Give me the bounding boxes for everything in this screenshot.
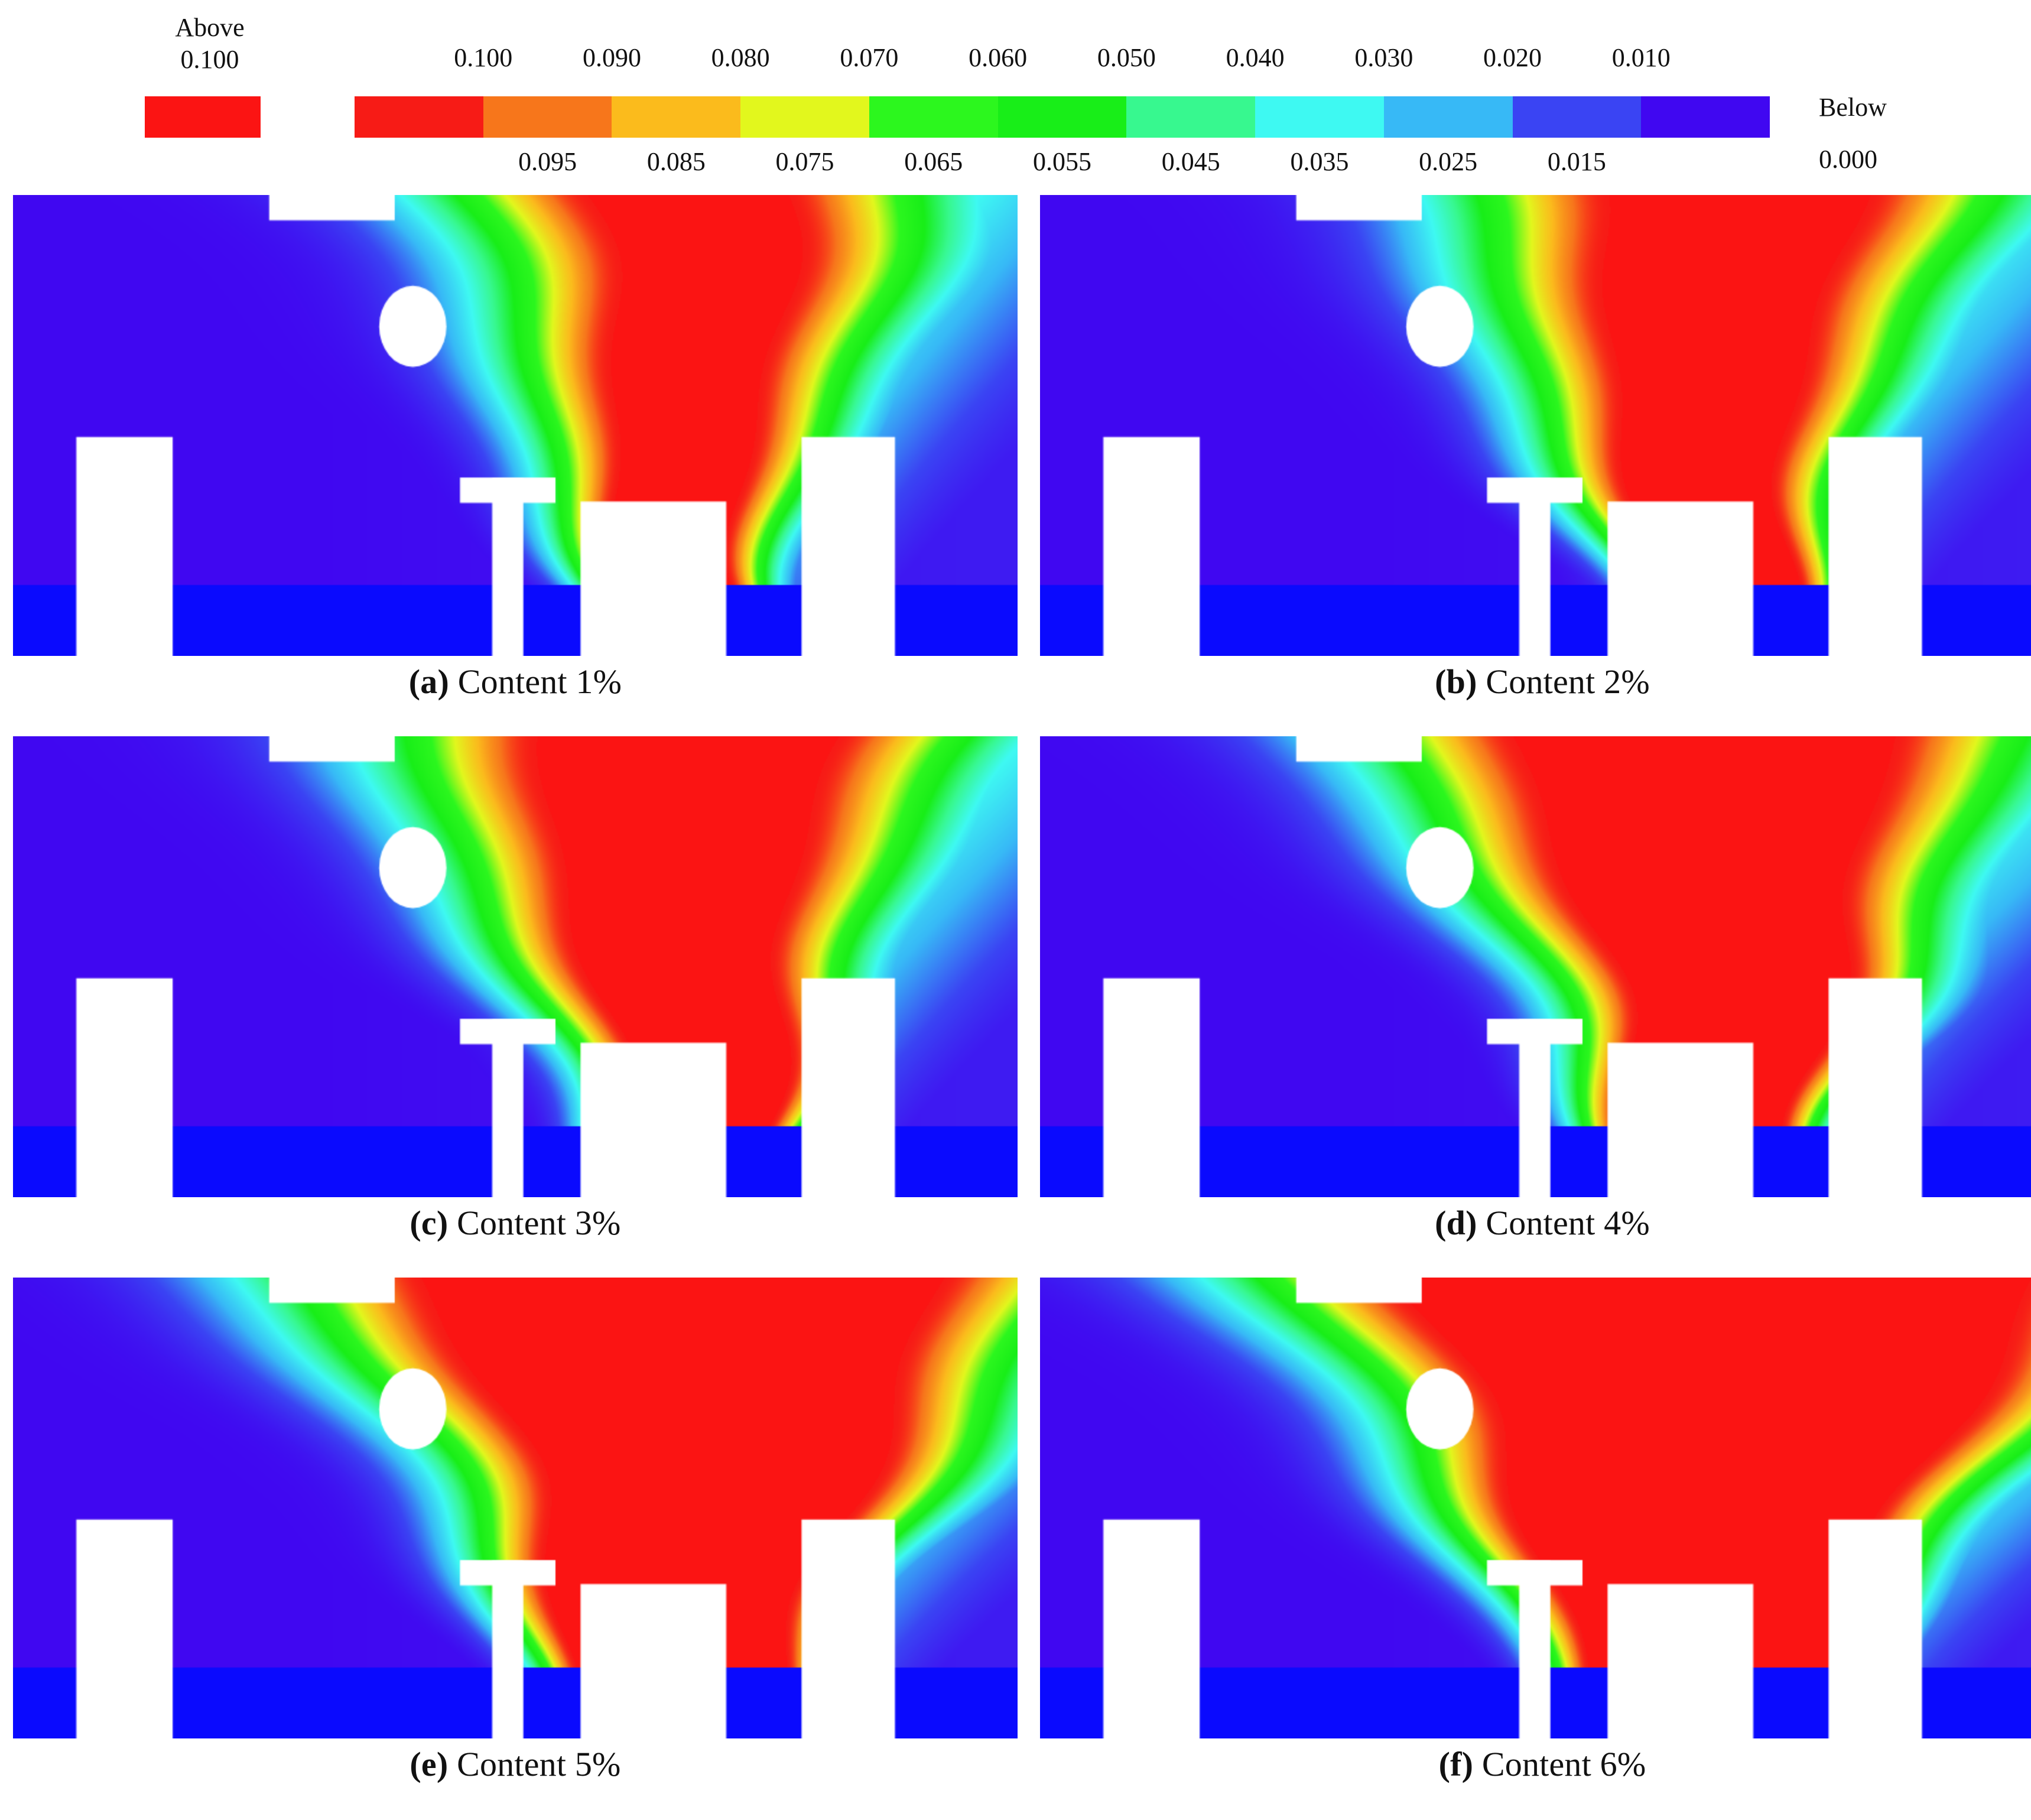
contour-canvas-f xyxy=(1040,1278,2031,1738)
panel-caption-d: (d) Content 4% xyxy=(1040,1203,2031,1243)
panel-row-1: (a) Content 1% (b) Content 2% xyxy=(0,195,2031,736)
panel-cell-a: (a) Content 1% xyxy=(13,195,1018,736)
colorbar-segment-6 xyxy=(1126,96,1256,138)
above-label: Above xyxy=(175,13,245,42)
colorbar-tick-top-5: 0.050 xyxy=(1097,43,1156,72)
contour-canvas-b xyxy=(1040,195,2031,656)
panel-tag-a: (a) xyxy=(408,662,450,701)
colorbar-tick-bottom-2: 0.075 xyxy=(775,147,834,176)
colorbar-segment-1 xyxy=(483,96,612,138)
colorbar-tick-top-2: 0.080 xyxy=(711,43,770,72)
contour-canvas-a xyxy=(13,195,1018,656)
above-color-swatch xyxy=(145,96,261,138)
colorbar-ticks-bottom: 0.095 0.085 0.075 0.065 0.055 0.045 0.035 0.025… xyxy=(355,147,1770,182)
colorbar-tick-top-1: 0.090 xyxy=(582,43,641,72)
colorbar-segment-10 xyxy=(1641,96,1770,138)
panel-caption-text-a: Content 1% xyxy=(457,662,622,701)
colorbar-segment-3 xyxy=(740,96,869,138)
contour-panel-d xyxy=(1040,736,2031,1197)
above-value: 0.100 xyxy=(180,44,239,74)
panel-caption-text-e: Content 5% xyxy=(457,1745,621,1783)
panel-cell-c: (c) Content 3% xyxy=(13,736,1018,1278)
panel-caption-text-c: Content 3% xyxy=(457,1204,621,1242)
colorbar-tick-bottom-8: 0.015 xyxy=(1547,147,1606,176)
contour-canvas-d xyxy=(1040,736,2031,1197)
colorbar-segment-4 xyxy=(869,96,998,138)
colorbar-tick-top-4: 0.060 xyxy=(969,43,1028,72)
panel-tag-f: (f) xyxy=(1438,1745,1474,1783)
panel-cell-b: (b) Content 2% xyxy=(1040,195,2031,736)
panel-cell-f: (f) Content 6% xyxy=(1040,1278,2031,1819)
below-label: Below xyxy=(1819,93,1887,122)
contour-panel-e xyxy=(13,1278,1018,1738)
colorbar-segment-7 xyxy=(1255,96,1384,138)
contour-canvas-e xyxy=(13,1278,1018,1738)
panel-caption-a: (a) Content 1% xyxy=(13,662,1018,701)
colorbar-segment-9 xyxy=(1512,96,1642,138)
panel-caption-text-d: Content 4% xyxy=(1486,1204,1650,1242)
panel-tag-c: (c) xyxy=(410,1204,449,1242)
panel-cell-e: (e) Content 5% xyxy=(13,1278,1018,1819)
contour-panel-f xyxy=(1040,1278,2031,1738)
panel-row-3: (e) Content 5% (f) Content 6% xyxy=(0,1278,2031,1819)
panel-caption-f: (f) Content 6% xyxy=(1040,1744,2031,1784)
colorbar-tick-top-9: 0.010 xyxy=(1611,43,1671,72)
panel-row-2: (c) Content 3% (d) Content 4% xyxy=(0,736,2031,1278)
colorbar-tick-top-8: 0.020 xyxy=(1483,43,1542,72)
panel-cell-d: (d) Content 4% xyxy=(1040,736,2031,1278)
colorbar-segment-5 xyxy=(997,96,1127,138)
colorbar-tick-top-0: 0.100 xyxy=(454,43,513,72)
below-value: 0.000 xyxy=(1819,145,1877,174)
colorbar-tick-bottom-5: 0.045 xyxy=(1161,147,1220,176)
colorbar-ticks-top: 0.100 0.090 0.080 0.070 0.060 0.050 0.040 0.030… xyxy=(355,43,1770,78)
colorbar-segment-2 xyxy=(612,96,741,138)
contour-panel-c xyxy=(13,736,1018,1197)
contour-panel-b xyxy=(1040,195,2031,656)
colorbar-tick-bottom-4: 0.055 xyxy=(1033,147,1091,176)
panel-grid: (a) Content 1% (b) Content 2% xyxy=(0,195,2031,1820)
panel-caption-text-b: Content 2% xyxy=(1486,662,1650,701)
colorbar-tick-bottom-0: 0.095 xyxy=(518,147,577,176)
colorbar-tick-bottom-7: 0.025 xyxy=(1419,147,1478,176)
panel-tag-b: (b) xyxy=(1435,662,1477,701)
above-legend-block: Above 0.100 xyxy=(142,12,278,75)
panel-caption-text-f: Content 6% xyxy=(1481,1745,1646,1783)
colorbar-segments xyxy=(355,96,1770,138)
colorbar-tick-top-3: 0.070 xyxy=(840,43,899,72)
contour-panel-a xyxy=(13,195,1018,656)
colorbar-bar xyxy=(355,96,1770,138)
panel-caption-b: (b) Content 2% xyxy=(1040,662,2031,701)
colorbar-legend: Above 0.100 0.100 0.090 0.080 0.070 0.060 0.0… xyxy=(0,0,2031,195)
colorbar-tick-bottom-3: 0.065 xyxy=(904,147,963,176)
panel-tag-e: (e) xyxy=(410,1745,449,1783)
colorbar-tick-bottom-6: 0.035 xyxy=(1290,147,1349,176)
colorbar-segment-8 xyxy=(1383,96,1513,138)
panel-tag-d: (d) xyxy=(1435,1204,1477,1242)
panel-caption-c: (c) Content 3% xyxy=(13,1203,1018,1243)
contour-canvas-c xyxy=(13,736,1018,1197)
below-legend-block: Below 0.000 xyxy=(1819,82,1972,186)
colorbar-tick-top-6: 0.040 xyxy=(1226,43,1285,72)
panel-caption-e: (e) Content 5% xyxy=(13,1744,1018,1784)
colorbar-tick-bottom-1: 0.085 xyxy=(646,147,706,176)
colorbar-tick-top-7: 0.030 xyxy=(1354,43,1413,72)
colorbar-segment-0 xyxy=(355,96,483,138)
